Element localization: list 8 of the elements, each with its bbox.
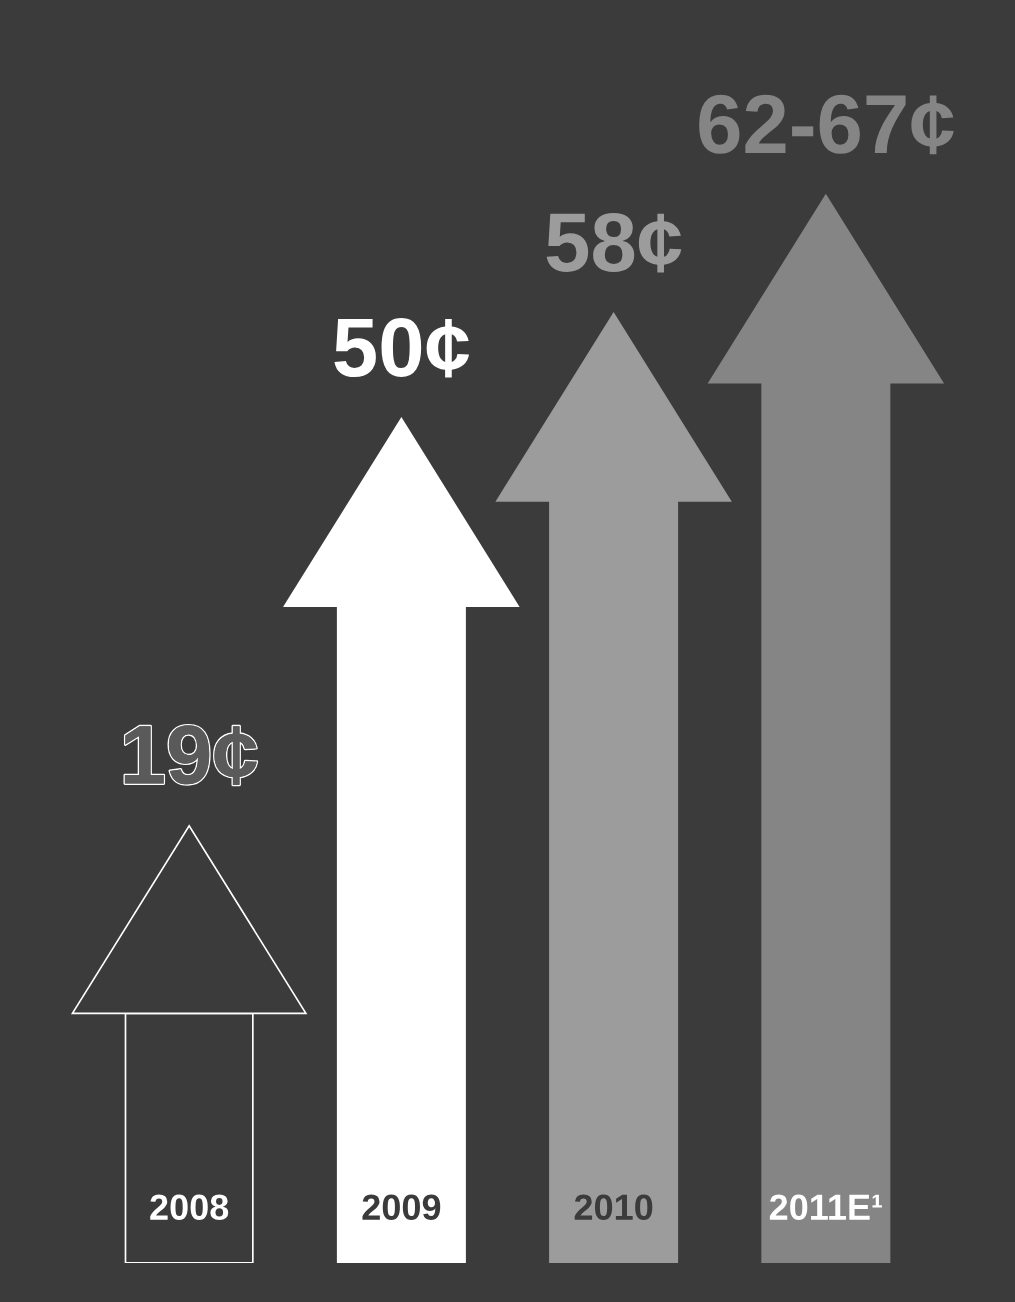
x-tick-label: 2011E¹ bbox=[769, 1194, 882, 1221]
x-tick-label: 2010 bbox=[574, 1194, 653, 1221]
data-label: 62-67¢ bbox=[699, 94, 954, 155]
data-label: 50¢ bbox=[334, 318, 470, 378]
data-label: 19¢ bbox=[124, 725, 257, 785]
x-tick-label: 2009 bbox=[362, 1194, 441, 1221]
data-label: 58¢ bbox=[546, 212, 682, 273]
x-tick-label: 2008 bbox=[150, 1194, 229, 1221]
